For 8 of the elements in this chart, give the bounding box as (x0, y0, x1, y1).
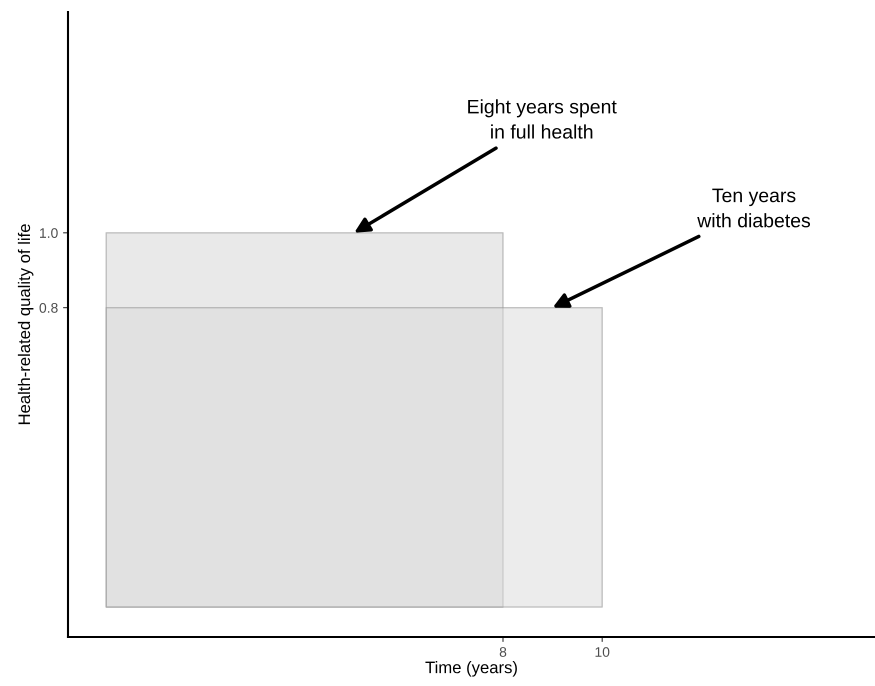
x-tick-label: 10 (596, 647, 610, 657)
annotation: Ten years with diabetes (697, 188, 810, 228)
y-tick-label: 0.8 (40, 302, 58, 313)
x-tick-label: 8 (500, 647, 506, 657)
y-tick-label: 1.0 (40, 228, 58, 238)
y-axis-title: Health-related quality of life (18, 224, 34, 424)
x-axis-title: Time (years) (425, 661, 517, 677)
annotation: Eight years spent in full health (468, 99, 617, 139)
